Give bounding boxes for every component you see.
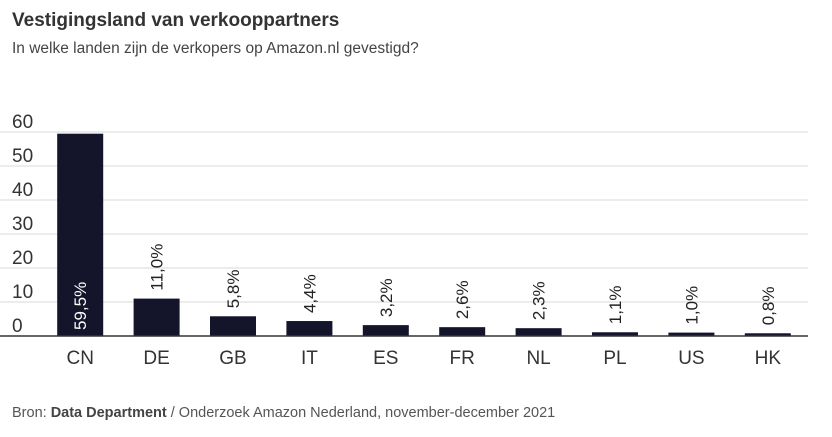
x-tick-label-NL: NL: [526, 348, 550, 369]
y-tick-label-40: 40: [12, 180, 33, 201]
x-tick-label-PL: PL: [603, 348, 626, 369]
source-note: Bron: Data Department / Onderzoek Amazon…: [12, 405, 555, 421]
data-label-NL: 2,3%: [530, 281, 549, 320]
y-tick-label-10: 10: [12, 282, 33, 303]
x-tick-label-GB: GB: [219, 348, 246, 369]
data-label-IT: 4,4%: [300, 274, 319, 313]
bar-US: [668, 332, 715, 336]
bar-IT: [286, 321, 333, 336]
source-detail: / Onderzoek Amazon Nederland, november-d…: [166, 405, 556, 421]
chart-title: Vestigingsland van verkooppartners: [12, 10, 340, 31]
data-label-CN: 59,5%: [71, 282, 90, 330]
x-tick-label-DE: DE: [143, 348, 169, 369]
data-label-FR: 2,6%: [453, 280, 472, 319]
y-tick-label-20: 20: [12, 248, 33, 269]
data-label-GB: 5,8%: [224, 270, 243, 309]
data-label-US: 1,0%: [682, 286, 701, 325]
data-label-HK: 0,8%: [759, 287, 778, 326]
source-prefix: Bron:: [12, 405, 51, 421]
chart-subtitle: In welke landen zijn de verkopers op Ama…: [12, 40, 419, 57]
x-tick-label-IT: IT: [301, 348, 318, 369]
y-tick-label-30: 30: [12, 214, 33, 235]
y-tick-label-50: 50: [12, 146, 33, 167]
data-label-DE: 11,0%: [148, 244, 167, 291]
bar-ES: [362, 325, 409, 336]
x-tick-label-HK: HK: [755, 348, 782, 369]
bar-GB: [210, 316, 256, 336]
x-tick-label-FR: FR: [450, 348, 475, 369]
source-name: Data Department: [50, 405, 167, 421]
bar-CN: [57, 133, 104, 336]
bar-PL: [592, 332, 638, 336]
x-tick-label-CN: CN: [66, 348, 93, 369]
y-tick-label-0: 0: [12, 316, 23, 337]
bar-DE: [133, 298, 180, 336]
data-label-ES: 3,2%: [377, 278, 396, 317]
bar-FR: [439, 327, 486, 336]
x-tick-label-ES: ES: [373, 348, 398, 369]
y-tick-label-60: 60: [12, 112, 33, 133]
bar-HK: [744, 333, 791, 336]
bar-NL: [515, 328, 562, 336]
bar-chart: 0 10 20 30 40 50 60 CN 59,5% DE 11,0% GB 5,8% IT 4,4% E…: [0, 112, 808, 369]
data-label-PL: 1,1%: [606, 286, 625, 325]
x-tick-label-US: US: [678, 348, 704, 369]
